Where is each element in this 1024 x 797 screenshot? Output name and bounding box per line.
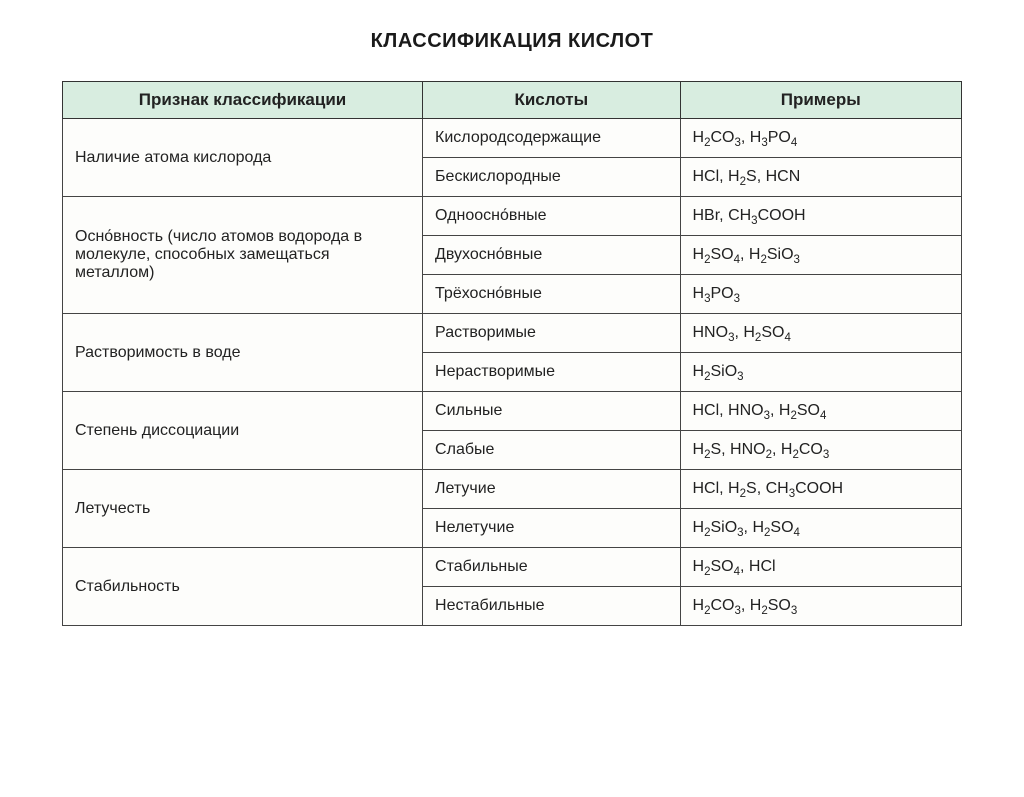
acid-cell: Бескислородные	[423, 158, 680, 197]
page-title: КЛАССИФИКАЦИЯ КИСЛОТ	[0, 30, 1024, 53]
acid-cell: Стабильные	[423, 548, 680, 587]
example-cell: H2SO4, H2SiO3	[680, 236, 962, 275]
acid-cell: Нелетучие	[423, 509, 680, 548]
acid-cell: Летучие	[423, 470, 680, 509]
acid-cell: Слабые	[423, 431, 680, 470]
table-body: Наличие атома кислородаКислородсодержащи…	[63, 119, 962, 626]
classification-table: Признак классификации Кислоты Примеры На…	[62, 81, 962, 626]
example-cell: H2CO3, H3PO4	[680, 119, 962, 158]
acid-cell: Трёхосно́вные	[423, 275, 680, 314]
header-examples: Примеры	[680, 82, 962, 119]
acid-cell: Кислородсодержащие	[423, 119, 680, 158]
example-cell: HCl, H2S, HCN	[680, 158, 962, 197]
table-row: Наличие атома кислородаКислородсодержащи…	[63, 119, 962, 158]
example-cell: H2CO3, H2SO3	[680, 587, 962, 626]
feature-cell: Растворимость в воде	[63, 314, 423, 392]
table-row: Степень диссоциацииСильныеHCl, HNO3, H2S…	[63, 392, 962, 431]
example-cell: H3PO3	[680, 275, 962, 314]
acid-cell: Сильные	[423, 392, 680, 431]
example-cell: HCl, H2S, CH3COOH	[680, 470, 962, 509]
feature-cell: Осно́вность (число атомов водорода в мол…	[63, 197, 423, 314]
feature-cell: Степень диссоциации	[63, 392, 423, 470]
feature-cell: Летучесть	[63, 470, 423, 548]
example-cell: H2SiO3, H2SO4	[680, 509, 962, 548]
acid-cell: Двухосно́вные	[423, 236, 680, 275]
table-row: ЛетучестьЛетучиеHCl, H2S, CH3COOH	[63, 470, 962, 509]
example-cell: H2SiO3	[680, 353, 962, 392]
acid-cell: Нестабильные	[423, 587, 680, 626]
example-cell: HNO3, H2SO4	[680, 314, 962, 353]
example-cell: H2SO4, HCl	[680, 548, 962, 587]
feature-cell: Стабильность	[63, 548, 423, 626]
acid-cell: Нерастворимые	[423, 353, 680, 392]
example-cell: HBr, CH3COOH	[680, 197, 962, 236]
acid-cell: Одноосно́вные	[423, 197, 680, 236]
acid-cell: Растворимые	[423, 314, 680, 353]
example-cell: H2S, HNO2, H2CO3	[680, 431, 962, 470]
header-acids: Кислоты	[423, 82, 680, 119]
header-feature: Признак классификации	[63, 82, 423, 119]
example-cell: HCl, HNO3, H2SO4	[680, 392, 962, 431]
table-row: Осно́вность (число атомов водорода в мол…	[63, 197, 962, 236]
header-row: Признак классификации Кислоты Примеры	[63, 82, 962, 119]
table-row: СтабильностьСтабильныеH2SO4, HCl	[63, 548, 962, 587]
table-row: Растворимость в водеРастворимыеHNO3, H2S…	[63, 314, 962, 353]
feature-cell: Наличие атома кислорода	[63, 119, 423, 197]
